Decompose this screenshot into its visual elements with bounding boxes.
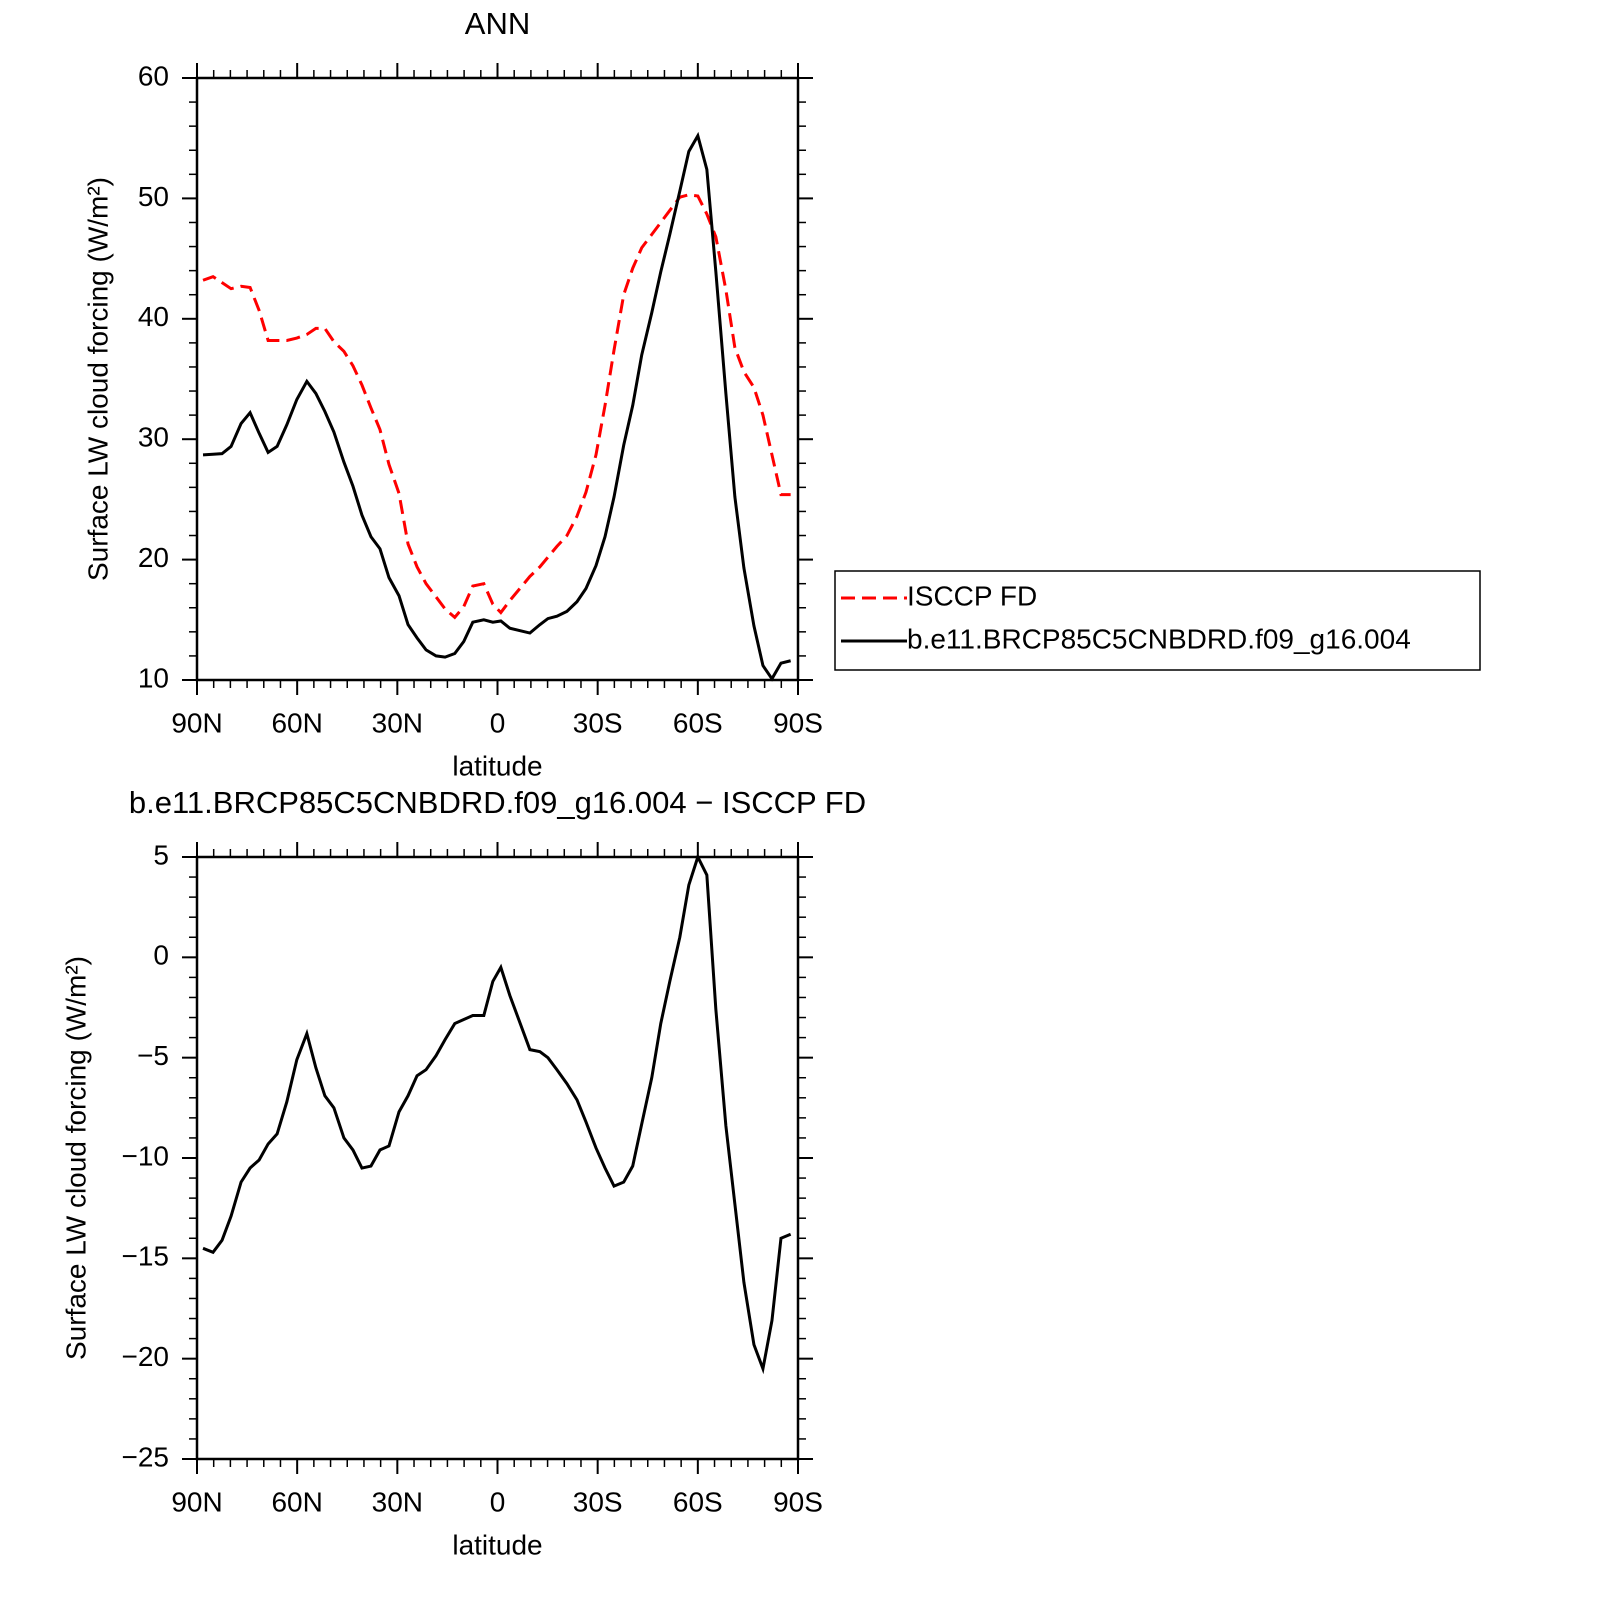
y-axis-label: Surface LW cloud forcing (W/m²) [82,177,113,581]
chart-title: ANN [465,6,530,41]
y-tick-label: 60 [138,60,169,91]
x-tick-label: 30S [573,1486,623,1517]
series-line [202,193,791,620]
x-tick-label: 60N [271,1486,322,1517]
plot-frame [195,855,800,1461]
y-tick-label: 10 [138,662,169,693]
x-tick-label: 0 [490,707,506,738]
y-tick-label: −20 [122,1341,170,1372]
x-tick-label: 60S [673,1486,723,1517]
y-tick-label: 5 [153,839,169,870]
x-tick-label: 90S [773,1486,823,1517]
x-tick-label: 60N [271,707,322,738]
y-tick-label: 30 [138,422,169,453]
x-axis-label: latitude [452,750,542,781]
x-tick-label: 90N [171,707,222,738]
x-tick-label: 30N [372,707,423,738]
x-tick-label: 90S [773,707,823,738]
x-tick-label: 90N [171,1486,222,1517]
series-line [202,131,792,682]
y-tick-label: 20 [138,542,169,573]
chart-title: b.e11.BRCP85C5CNBDRD.f09_g16.004 − ISCCP… [129,785,866,820]
legend-label: ISCCP FD [907,580,1037,611]
y-tick-label: 50 [138,181,169,212]
series-line [202,853,792,1375]
y-tick-label: −25 [122,1441,170,1472]
y-tick-label: −10 [122,1140,170,1171]
legend-label: b.e11.BRCP85C5CNBDRD.f09_g16.004 [907,623,1411,654]
y-tick-label: −5 [137,1040,169,1071]
y-tick-label: 0 [153,940,169,971]
y-tick-label: −15 [122,1241,170,1272]
y-axis-label: Surface LW cloud forcing (W/m²) [60,956,91,1360]
y-tick-label: 40 [138,301,169,332]
plot-frame [195,76,800,682]
x-tick-label: 60S [673,707,723,738]
x-tick-label: 0 [490,1486,506,1517]
x-tick-label: 30S [573,707,623,738]
x-tick-label: 30N [372,1486,423,1517]
x-axis-label: latitude [452,1529,542,1560]
legend-box [834,570,1481,671]
